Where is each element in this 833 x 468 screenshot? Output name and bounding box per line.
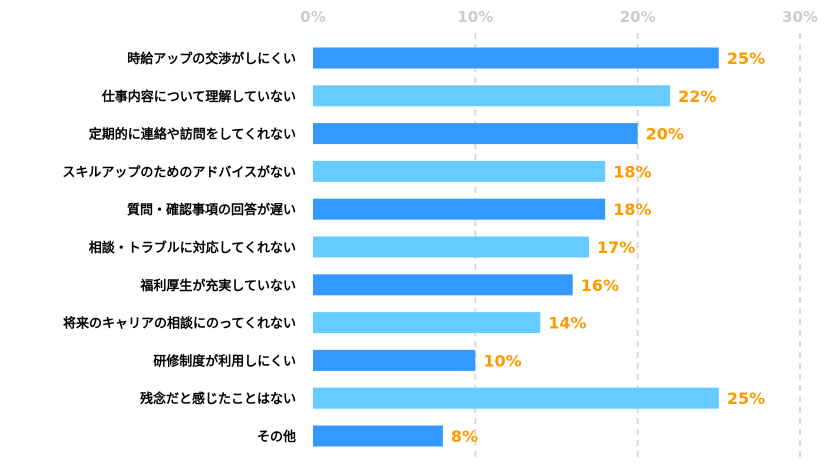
bar: [313, 349, 476, 371]
value-label: 10%: [483, 351, 521, 370]
bar: [313, 47, 719, 69]
value-label: 18%: [613, 162, 651, 181]
value-label: 17%: [597, 238, 635, 257]
value-label: 20%: [646, 125, 684, 144]
bar: [313, 274, 573, 296]
value-label: 25%: [727, 389, 765, 408]
x-axis-ticks: 0% 10% 20% 30%: [300, 8, 818, 26]
bar: [313, 123, 638, 145]
category-label: 研修制度が利用しにくい: [153, 353, 296, 369]
value-label: 16%: [581, 276, 619, 295]
category-label: その他: [257, 429, 296, 445]
bar: [313, 425, 443, 447]
value-label: 14%: [548, 314, 586, 333]
value-label: 18%: [613, 200, 651, 219]
value-label: 8%: [451, 427, 478, 446]
category-label: 残念だと感じたことはない: [140, 391, 296, 407]
category-label: 時給アップの交渉がしにくい: [127, 51, 296, 67]
bars: [313, 47, 719, 447]
category-labels: 時給アップの交渉がしにくい仕事内容について理解していない定期的に連絡や訪問をして…: [62, 51, 296, 445]
x-tick-label: 20%: [620, 8, 656, 26]
category-label: 福利厚生が充実していない: [139, 278, 296, 294]
bar: [313, 160, 606, 182]
category-label: スキルアップのためのアドバイスがない: [62, 164, 296, 180]
x-tick-label: 30%: [782, 8, 818, 26]
value-label: 22%: [678, 87, 716, 106]
category-label: 相談・トラブルに対応してくれない: [89, 240, 296, 256]
bar: [313, 387, 719, 409]
x-tick-label: 10%: [457, 8, 493, 26]
bar: [313, 312, 541, 334]
bar: [313, 236, 589, 258]
x-tick-label: 0%: [300, 8, 325, 26]
category-label: 定期的に連絡や訪問をしてくれない: [88, 127, 296, 143]
value-label: 25%: [727, 49, 765, 68]
category-label: 将来のキャリアの相談にのってくれない: [63, 316, 296, 332]
category-label: 仕事内容について理解していない: [101, 89, 296, 105]
bar: [313, 198, 606, 220]
category-label: 質問・確認事項の回答が遅い: [127, 202, 296, 218]
bar: [313, 85, 671, 107]
value-labels: 25% 22% 20% 18% 18% 17% 16% 14% 10% 25% 8%: [451, 49, 765, 446]
